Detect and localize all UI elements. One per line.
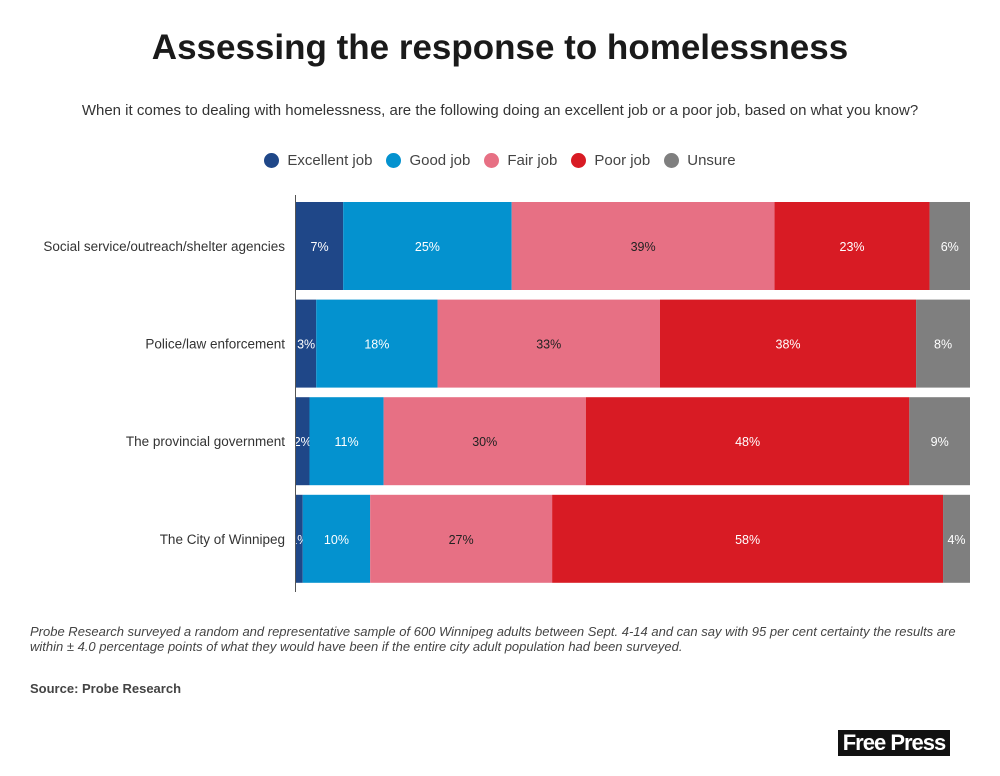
data-label: 6% — [941, 240, 959, 254]
source-text: Source: Probe Research — [30, 681, 182, 696]
legend: Excellent job Good job Fair job Poor job Uns… — [0, 152, 1000, 169]
legend-swatch — [484, 153, 500, 168]
data-label: 7% — [311, 240, 329, 254]
category-label: Social service/outreach/shelter agencies — [43, 239, 285, 254]
data-label: 8% — [934, 338, 952, 352]
data-label: 38% — [776, 338, 801, 352]
bar-segment — [296, 299, 317, 388]
data-label: 2% — [294, 435, 312, 449]
data-label: 4% — [947, 533, 965, 547]
bar-segment — [302, 494, 371, 583]
bar-segment — [296, 202, 344, 290]
bar-segment — [511, 202, 775, 290]
bar-segment — [929, 202, 970, 290]
data-label: 23% — [840, 240, 865, 254]
bar-segment — [909, 397, 970, 486]
bar-segment — [316, 299, 438, 388]
bar-segment — [916, 299, 970, 388]
chart-title: Assessing the response to homelessness — [151, 28, 849, 67]
legend-item: Fair job — [484, 152, 557, 169]
data-label: 10% — [324, 533, 349, 547]
bar-segment — [552, 494, 944, 583]
legend-swatch — [664, 153, 680, 168]
legend-swatch — [264, 153, 280, 168]
data-label: 58% — [735, 533, 760, 547]
data-label: 39% — [631, 240, 656, 254]
data-label: 3% — [297, 338, 315, 352]
data-label: 9% — [931, 435, 949, 449]
data-label: 25% — [415, 240, 440, 254]
legend-item: Excellent job — [264, 152, 372, 169]
bar-segment — [774, 202, 930, 290]
bar-segment — [383, 397, 586, 486]
bar-segment — [659, 299, 917, 388]
legend-label: Good job — [409, 152, 471, 169]
bar-segment — [437, 299, 660, 388]
data-label: 33% — [536, 338, 561, 352]
data-label: 11% — [335, 435, 359, 449]
category-label: The provincial government — [126, 434, 285, 449]
legend-swatch — [386, 153, 402, 168]
data-label: 18% — [364, 338, 389, 352]
bar-segment — [296, 494, 303, 583]
legend-swatch — [571, 153, 587, 168]
category-label: Police/law enforcement — [145, 337, 285, 352]
bar-segment — [585, 397, 910, 486]
free-press-logo: Free Press — [838, 730, 950, 756]
legend-item: Unsure — [664, 152, 736, 169]
legend-label: Excellent job — [287, 152, 373, 169]
bar-segment — [370, 494, 553, 583]
bar-segment — [943, 494, 970, 583]
methodology-note: Probe Research surveyed a random and rep… — [30, 624, 956, 654]
legend-item: Poor job — [571, 152, 650, 169]
legend-label: Fair job — [507, 152, 558, 169]
data-label: 48% — [735, 435, 760, 449]
legend-item: Good job — [386, 152, 470, 169]
data-label: 30% — [472, 435, 497, 449]
category-label: The City of Winnipeg — [160, 532, 285, 547]
chart-subtitle: When it comes to dealing with homelessne… — [81, 102, 919, 119]
bar-segment — [309, 397, 384, 486]
legend-label: Poor job — [594, 152, 651, 169]
bar-segment — [296, 397, 310, 486]
data-label: 27% — [449, 533, 474, 547]
legend-label: Unsure — [687, 152, 736, 169]
bar-segment — [343, 202, 512, 290]
